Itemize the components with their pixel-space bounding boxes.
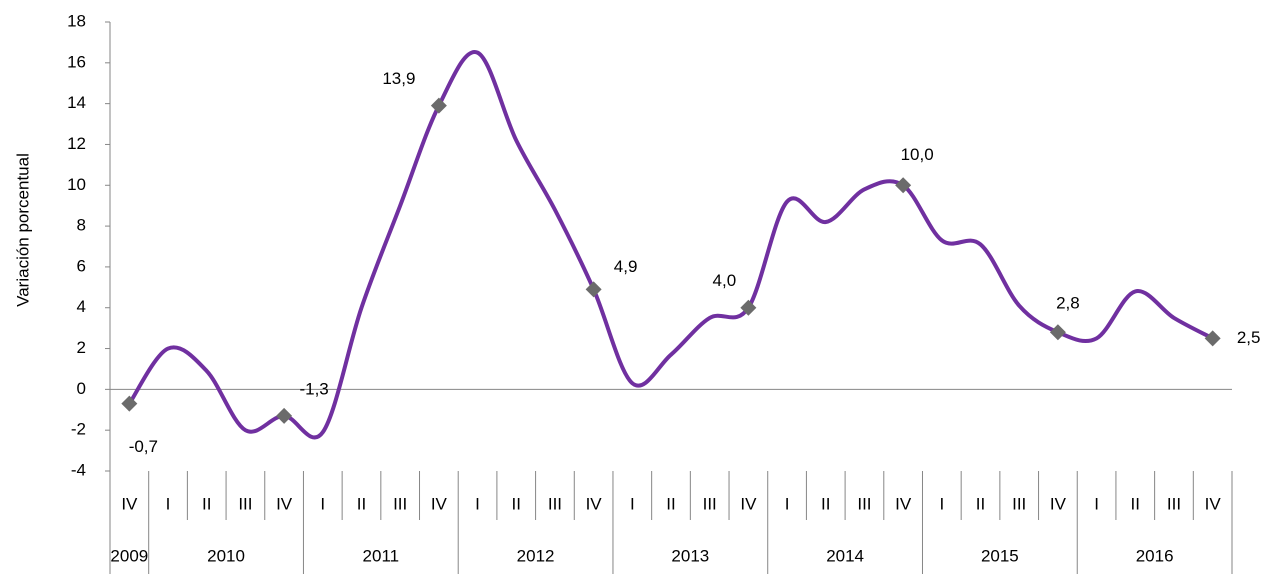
year-label: 2010 xyxy=(207,546,245,565)
x-tick-label: IV xyxy=(1050,494,1067,513)
data-marker xyxy=(430,97,447,114)
y-tick-label: 14 xyxy=(67,93,86,112)
x-tick-label: III xyxy=(1012,494,1026,513)
year-label: 2015 xyxy=(981,546,1019,565)
y-tick-label: 18 xyxy=(67,11,86,30)
x-tick-label: I xyxy=(939,494,944,513)
year-label: 2016 xyxy=(1136,546,1174,565)
data-marker xyxy=(740,299,757,316)
x-tick-label: I xyxy=(785,494,790,513)
x-tick-label: II xyxy=(1131,494,1140,513)
x-tick-label: IV xyxy=(431,494,448,513)
y-tick-label: 4 xyxy=(77,297,86,316)
year-label: 2014 xyxy=(826,546,864,565)
data-marker xyxy=(585,281,602,298)
x-tick-label: II xyxy=(357,494,366,513)
x-tick-label: III xyxy=(1167,494,1181,513)
data-marker xyxy=(276,407,293,424)
x-tick-label: II xyxy=(666,494,675,513)
data-label: 4,9 xyxy=(614,257,638,276)
year-label: 2011 xyxy=(363,546,400,565)
y-tick-label: 10 xyxy=(67,175,86,194)
x-tick-label: I xyxy=(166,494,171,513)
x-tick-label: II xyxy=(976,494,985,513)
data-label: -0,7 xyxy=(129,437,158,456)
y-tick-label: 16 xyxy=(67,52,86,71)
data-line xyxy=(127,50,1214,440)
x-tick-label: I xyxy=(320,494,325,513)
x-tick-label: III xyxy=(703,494,717,513)
x-tick-label: IV xyxy=(740,494,757,513)
year-label: 2009 xyxy=(110,546,148,565)
x-tick-label: IV xyxy=(586,494,603,513)
x-tick-label: II xyxy=(821,494,830,513)
x-tick-label: III xyxy=(238,494,252,513)
data-marker xyxy=(895,177,912,194)
x-tick-label: IV xyxy=(121,494,138,513)
x-tick-label: II xyxy=(202,494,211,513)
data-label: 2,8 xyxy=(1056,294,1080,313)
data-label: 10,0 xyxy=(901,145,934,164)
data-label: -1,3 xyxy=(299,379,328,398)
y-tick-label: -4 xyxy=(71,460,86,479)
data-marker xyxy=(1049,324,1066,341)
y-tick-label: -2 xyxy=(71,420,86,439)
x-tick-label: III xyxy=(393,494,407,513)
data-marker xyxy=(1204,330,1221,347)
y-tick-label: 2 xyxy=(77,338,86,357)
x-tick-label: I xyxy=(475,494,480,513)
year-label: 2013 xyxy=(671,546,709,565)
x-tick-label: I xyxy=(630,494,635,513)
y-tick-label: 12 xyxy=(67,134,86,153)
x-tick-label: IV xyxy=(276,494,293,513)
x-tick-label: IV xyxy=(1205,494,1222,513)
data-label: 4,0 xyxy=(713,271,737,290)
y-tick-label: 8 xyxy=(77,216,86,235)
x-tick-label: III xyxy=(548,494,562,513)
x-tick-label: I xyxy=(1094,494,1099,513)
y-tick-label: 0 xyxy=(77,379,86,398)
x-tick-label: III xyxy=(857,494,871,513)
x-tick-label: IV xyxy=(895,494,912,513)
data-label: 13,9 xyxy=(382,69,415,88)
x-tick-label: II xyxy=(512,494,521,513)
data-label: 2,5 xyxy=(1237,328,1261,347)
y-axis-label: Variación porcentual xyxy=(13,153,32,307)
y-tick-label: 6 xyxy=(77,256,86,275)
year-label: 2012 xyxy=(517,546,555,565)
data-marker xyxy=(121,395,138,412)
